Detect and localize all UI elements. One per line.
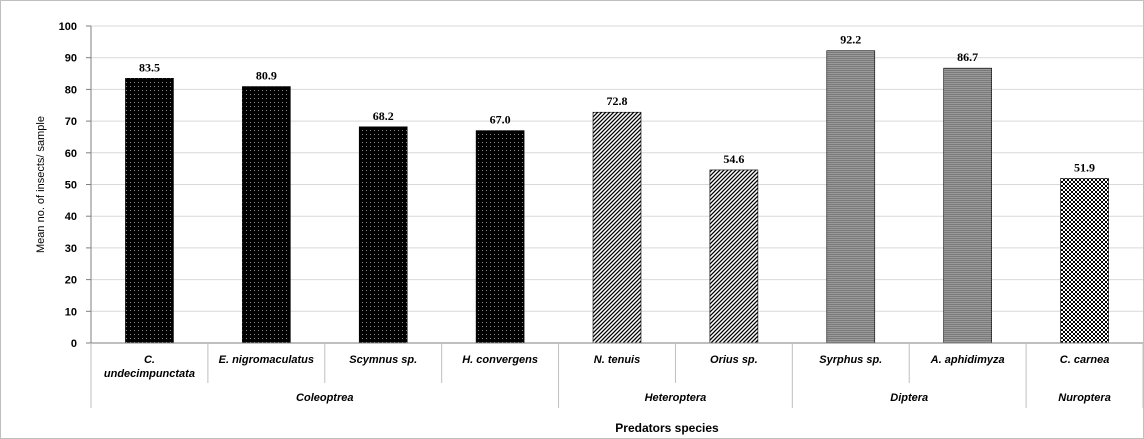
x-tick-label: Syrphus sp. — [819, 354, 882, 366]
y-tick-label: 40 — [65, 211, 77, 223]
x-tick-label: E. nigromaculatus — [219, 354, 314, 366]
x-axis-title: Predators species — [615, 421, 719, 435]
data-label: 83.5 — [139, 60, 160, 74]
axes — [86, 25, 1143, 408]
labels: 0 10 20 30 40 50 60 70 80 90 100 83.5 C. undecimpunct… — [59, 21, 1111, 404]
data-label: 68.2 — [373, 109, 394, 123]
y-tick-label: 70 — [65, 116, 77, 128]
group-label: Diptera — [890, 392, 928, 404]
data-label: 86.7 — [957, 50, 978, 64]
y-tick-label: 30 — [65, 243, 77, 255]
bar — [592, 111, 642, 344]
data-label: 67.0 — [490, 113, 511, 127]
x-tick-label: Scymnus sp. — [349, 354, 417, 366]
bar — [943, 67, 992, 344]
y-tick-label: 80 — [65, 84, 77, 96]
bar — [1060, 178, 1109, 344]
y-tick-label: 0 — [71, 338, 77, 350]
group-label: Nuroptera — [1058, 392, 1111, 404]
data-label: 54.6 — [723, 152, 744, 166]
data-label: 80.9 — [256, 69, 277, 83]
bar — [358, 126, 408, 344]
x-tick-label: N. tenuis — [594, 354, 640, 366]
bar — [826, 50, 876, 344]
data-label: 92.2 — [840, 33, 861, 47]
x-tick-label: H. convergens — [462, 354, 538, 366]
x-tick-label: C. undecimpunctata — [104, 354, 195, 380]
data-label: 51.9 — [1074, 160, 1095, 174]
x-tick-label: Orius sp. — [710, 354, 758, 366]
bar — [709, 169, 759, 344]
y-tick-label: 100 — [59, 21, 77, 33]
y-tick-label: 50 — [65, 180, 77, 192]
group-label: Heteroptera — [645, 392, 707, 404]
data-label: 72.8 — [607, 94, 628, 108]
y-tick-label: 60 — [65, 148, 77, 160]
y-tick-label: 90 — [65, 53, 77, 65]
x-tick-label: C. carnea — [1060, 354, 1110, 366]
y-axis-title: Mean no. of insects/ sample — [35, 116, 47, 253]
x-tick-label: A. aphidimyza — [930, 354, 1005, 366]
bar — [242, 86, 291, 344]
y-tick-label: 10 — [65, 306, 77, 318]
group-label: Coleoptrea — [296, 392, 353, 404]
bars — [125, 50, 1109, 344]
bar — [125, 78, 174, 344]
y-tick-label: 20 — [65, 275, 77, 287]
bar — [475, 130, 525, 344]
